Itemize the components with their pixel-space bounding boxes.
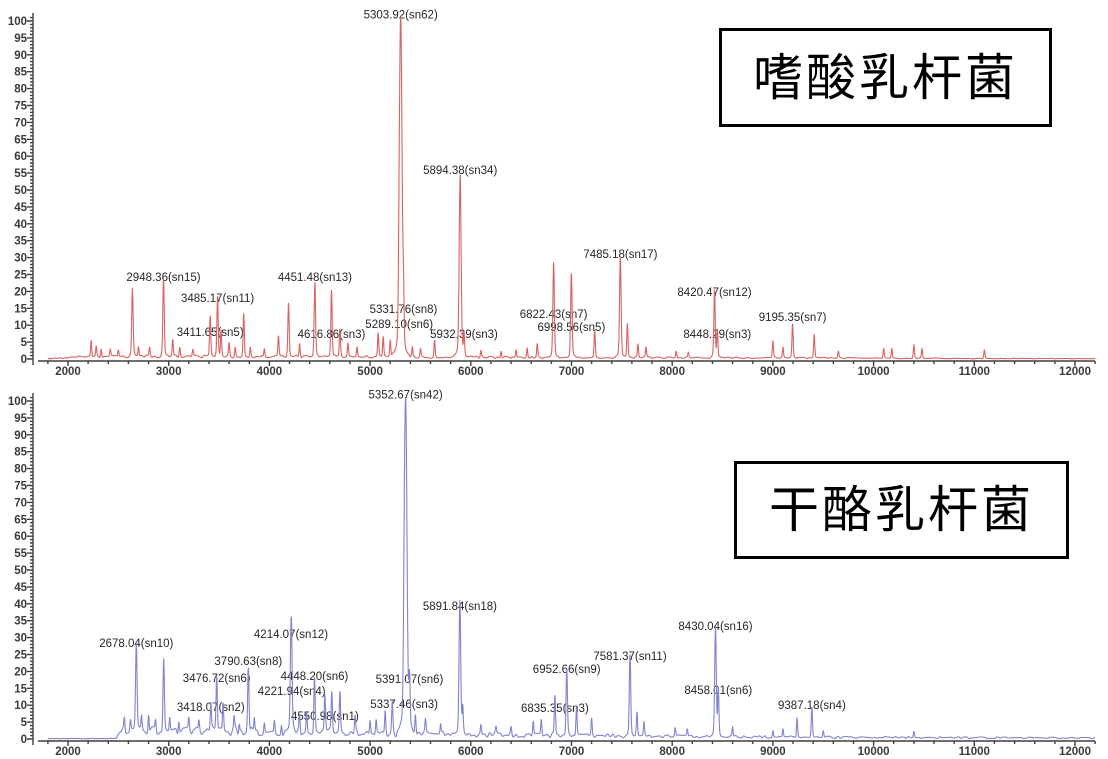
- peak-label: 5331.76(sn8): [370, 304, 438, 316]
- x-tick-label: 5000: [357, 366, 383, 378]
- x-tick-label: 4000: [257, 366, 283, 378]
- y-tick-label: 20: [14, 666, 27, 678]
- x-tick-label: 12000: [1059, 746, 1091, 758]
- species-label-acidophilus: 嗜酸乳杆菌: [753, 49, 1018, 106]
- y-tick-label: 15: [14, 683, 27, 695]
- y-tick-label: 65: [14, 514, 27, 526]
- axes: 0 5 10 15 20 25 30 35 40 45 50 55 60 65 70 75 80 85 90 95 10…: [8, 13, 1096, 378]
- x-tick-label: 7000: [559, 366, 585, 378]
- x-tick-label: 9000: [760, 746, 786, 758]
- y-tick-label: 25: [14, 650, 27, 662]
- peak-label: 7485.18(sn17): [583, 249, 657, 261]
- y-tick-label: 0: [21, 354, 27, 366]
- y-tick-label: 95: [14, 413, 27, 425]
- y-tick-label: 45: [14, 582, 27, 594]
- y-tick-label: 20: [14, 286, 27, 298]
- y-tick-label: 80: [14, 84, 27, 96]
- y-tick-label: 75: [14, 481, 27, 493]
- y-tick-label: 95: [14, 33, 27, 45]
- y-tick-label: 100: [8, 16, 27, 28]
- x-tick-label: 7000: [559, 746, 585, 758]
- peak-label: 5337.46(sn3): [370, 699, 438, 711]
- x-tick-label: 6000: [458, 746, 484, 758]
- x-tick-label: 8000: [659, 746, 685, 758]
- y-tick-label: 25: [14, 270, 27, 282]
- y-tick-label: 50: [14, 565, 27, 577]
- peak-label: 3411.65(sn5): [177, 327, 244, 339]
- peak-label: 5352.67(sn42): [369, 389, 443, 401]
- y-tick-label: 45: [14, 202, 27, 214]
- peak-label: 9387.18(sn4): [778, 700, 846, 712]
- x-tick-label: 10000: [858, 366, 890, 378]
- peak-label: 4550.98(sn1): [291, 711, 359, 723]
- peak-label: 3790.63(sn8): [214, 656, 282, 668]
- x-tick-label: 11000: [959, 746, 990, 758]
- y-tick-label: 90: [14, 50, 27, 62]
- peak-label: 5289.10(sn6): [365, 319, 433, 331]
- y-tick-label: 55: [14, 548, 27, 560]
- peak-label: 4451.48(sn13): [278, 272, 352, 284]
- x-tick-label: 2000: [55, 366, 81, 378]
- spectrum-trace: [47, 397, 1096, 740]
- y-tick-label: 55: [14, 168, 27, 180]
- species-label-box-acidophilus: 嗜酸乳杆菌: [719, 28, 1052, 127]
- peak-label: 9195.35(sn7): [759, 312, 827, 324]
- x-tick-label: 6000: [458, 366, 484, 378]
- y-tick-label: 70: [14, 497, 27, 509]
- x-tick-label: 11000: [959, 366, 990, 378]
- peak-label: 4616.86(sn3): [298, 329, 366, 341]
- y-tick-label: 100: [8, 396, 27, 408]
- peak-labels: 2678.04(sn10)3418.07(sn2)3476.72(sn6)379…: [99, 389, 846, 723]
- y-tick-label: 40: [14, 599, 27, 611]
- peak-label: 5303.92(sn62): [364, 9, 438, 21]
- y-tick-label: 5: [21, 337, 28, 349]
- axes: 0 5 10 15 20 25 30 35 40 45 50 55 60 65 70 75 80 85 90 95 10…: [8, 393, 1096, 758]
- peak-label: 4221.94(sn4): [258, 686, 326, 698]
- y-tick-label: 35: [14, 236, 27, 248]
- y-tick-label: 35: [14, 616, 27, 628]
- x-tick-label: 4000: [257, 746, 283, 758]
- y-tick-label: 0: [21, 734, 27, 746]
- y-tick-label: 70: [14, 117, 27, 129]
- x-tick-label: 3000: [156, 746, 182, 758]
- x-tick-label: 8000: [659, 366, 685, 378]
- spectrum-plot-acidophilus: 0 5 10 15 20 25 30 35 40 45 50 55 60 65 70 75 80 85 90 95 10…: [8, 9, 1096, 378]
- y-tick-label: 60: [14, 531, 27, 543]
- y-tick-label: 5: [21, 717, 28, 729]
- x-tick-label: 5000: [357, 746, 383, 758]
- y-tick-label: 85: [14, 67, 27, 79]
- x-tick-label: 10000: [858, 746, 890, 758]
- x-tick-label: 2000: [55, 746, 81, 758]
- spectrum-plot-casei: 0 5 10 15 20 25 30 35 40 45 50 55 60 65 70 75 80 85 90 95 10…: [8, 389, 1096, 758]
- x-tick-label: 3000: [156, 366, 182, 378]
- y-tick-label: 15: [14, 303, 27, 315]
- y-tick-label: 75: [14, 101, 27, 113]
- peak-label: 6822.43(sn7): [520, 309, 588, 321]
- y-tick-label: 30: [14, 253, 27, 265]
- peak-label: 5894.38(sn34): [423, 165, 497, 177]
- y-tick-label: 30: [14, 633, 27, 645]
- spectrum-trace: [47, 17, 1096, 360]
- y-tick-label: 60: [14, 151, 27, 163]
- y-tick-label: 10: [14, 320, 27, 332]
- peak-label: 2948.36(sn15): [126, 272, 200, 284]
- y-tick-label: 90: [14, 430, 27, 442]
- y-tick-label: 40: [14, 219, 27, 231]
- y-tick-label: 80: [14, 464, 27, 476]
- y-tick-label: 65: [14, 134, 27, 146]
- species-label-casei: 干酪乳杆菌: [769, 482, 1034, 538]
- peak-labels: 2948.36(sn15)3411.65(sn5)3485.17(sn11)44…: [126, 9, 826, 341]
- y-tick-label: 85: [14, 447, 27, 459]
- x-tick-label: 9000: [760, 366, 786, 378]
- x-tick-label: 12000: [1059, 366, 1091, 378]
- y-tick-label: 50: [14, 185, 27, 197]
- species-label-box-casei: 干酪乳杆菌: [734, 461, 1069, 559]
- y-tick-label: 10: [14, 700, 27, 712]
